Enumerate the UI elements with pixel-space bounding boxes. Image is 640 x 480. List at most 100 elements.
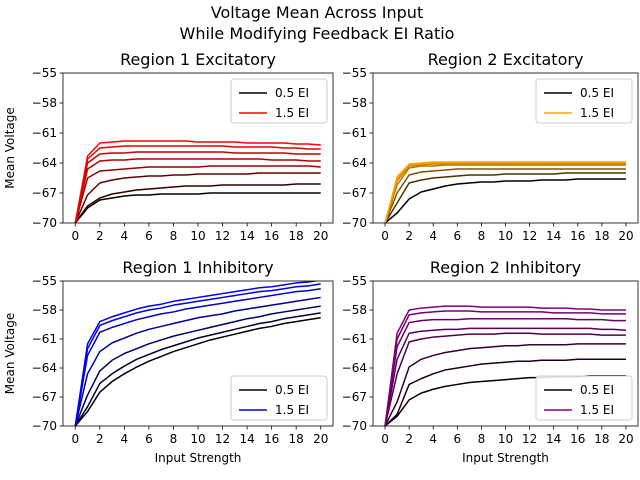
x-tick-label: 2: [405, 432, 413, 446]
series-line-ei-0.8: [384, 172, 626, 223]
x-tick-label: 14: [546, 229, 561, 243]
series-line-ei-0.9: [74, 172, 321, 223]
legend-label: 1.5 EI: [275, 106, 309, 120]
y-tick-label: −55: [32, 66, 57, 80]
y-tick-label: −61: [342, 126, 367, 140]
x-tick-label: 16: [264, 432, 279, 446]
x-tick-label: 6: [453, 432, 461, 446]
y-tick-label: −64: [342, 156, 367, 170]
y-tick-label: −70: [32, 216, 57, 230]
y-tick-label: −67: [32, 390, 57, 404]
x-tick-label: 2: [96, 432, 104, 446]
y-tick-label: −58: [342, 96, 367, 110]
panel-title: Region 2 Inhibitory: [430, 258, 581, 277]
x-tick-label: 12: [522, 229, 537, 243]
series-lines: [74, 140, 321, 223]
y-tick-label: −58: [32, 303, 57, 317]
panel-title: Region 1 Excitatory: [120, 50, 276, 69]
x-tick-label: 20: [313, 432, 328, 446]
x-tick-label: 0: [381, 229, 389, 243]
series-line-ei-0.7: [74, 183, 321, 223]
y-tick-label: −55: [342, 66, 367, 80]
x-tick-label: 10: [190, 432, 205, 446]
x-tick-label: 18: [289, 229, 304, 243]
x-tick-label: 6: [145, 432, 153, 446]
x-tick-label: 0: [381, 432, 389, 446]
x-tick-label: 8: [170, 229, 178, 243]
series-line-ei-1.4: [74, 283, 321, 426]
x-tick-label: 6: [453, 229, 461, 243]
panel-3: Region 1 Inhibitory 0 2 4 6 8 10 12 14 16 18 20 −70 −…: [3, 258, 334, 465]
series-line-ei-1.3: [384, 163, 626, 223]
legend: 0.5 EI 1.5 EI: [535, 375, 633, 421]
series-lines: [74, 281, 321, 426]
legend: 0.5 EI 1.5 EI: [535, 78, 633, 124]
series-line-ei-1.4: [384, 310, 626, 426]
y-tick-label: −55: [32, 274, 57, 288]
y-tick-label: −58: [32, 96, 57, 110]
y-tick-label: −61: [32, 332, 57, 346]
series-line-ei-0.9: [384, 343, 626, 426]
x-tick-label: 4: [121, 432, 129, 446]
y-tick-label: −67: [32, 186, 57, 200]
x-tick-label: 8: [170, 432, 178, 446]
y-axis-label: Mean Voltage: [3, 107, 17, 189]
x-tick-label: 12: [215, 229, 230, 243]
x-axis-label: Input Strength: [155, 451, 242, 465]
legend-label: 1.5 EI: [580, 403, 614, 417]
y-tick-label: −64: [32, 156, 57, 170]
legend: 0.5 EI 1.5 EI: [230, 375, 328, 421]
x-tick-label: 0: [71, 432, 79, 446]
series-line-ei-0.5: [74, 192, 321, 223]
x-tick-label: 16: [570, 432, 585, 446]
series-line-ei-1.5: [384, 305, 626, 426]
series-lines: [384, 305, 627, 426]
x-tick-label: 16: [264, 229, 279, 243]
series-line-ei-1: [384, 168, 626, 223]
series-line-ei-1.5: [74, 140, 321, 223]
x-tick-label: 8: [478, 432, 486, 446]
legend-box: [535, 375, 633, 421]
x-tick-label: 20: [618, 432, 633, 446]
series-line-ei-1.4: [74, 145, 321, 223]
x-tick-label: 20: [618, 229, 633, 243]
legend-box: [535, 78, 633, 124]
x-tick-label: 18: [594, 229, 609, 243]
series-line-ei-1.4: [384, 162, 626, 223]
x-tick-label: 4: [429, 432, 437, 446]
y-tick-label: −70: [342, 216, 367, 230]
legend-label: 0.5 EI: [580, 86, 614, 100]
y-tick-label: −64: [32, 361, 57, 375]
x-tick-label: 10: [498, 229, 513, 243]
series-line-ei-1.1: [74, 296, 321, 426]
x-tick-label: 2: [96, 229, 104, 243]
x-tick-label: 4: [121, 229, 129, 243]
x-tick-label: 14: [239, 229, 254, 243]
x-tick-label: 6: [145, 229, 153, 243]
y-axis-label: Mean Voltage: [3, 313, 17, 395]
x-tick-label: 14: [239, 432, 254, 446]
panel-title: Region 2 Excitatory: [428, 50, 584, 69]
series-line-ei-1.3: [74, 151, 321, 223]
series-line-ei-1.2: [384, 164, 626, 223]
x-axis-label: Input Strength: [462, 451, 549, 465]
x-tick-label: 8: [478, 229, 486, 243]
y-tick-label: −58: [342, 303, 367, 317]
x-tick-label: 12: [215, 432, 230, 446]
x-tick-label: 2: [405, 229, 413, 243]
series-line-ei-0.7: [74, 312, 321, 426]
x-tick-label: 20: [313, 229, 328, 243]
y-tick-label: −61: [32, 126, 57, 140]
figure-suptitle-line1: Voltage Mean Across Input: [211, 3, 423, 22]
x-tick-label: 4: [429, 229, 437, 243]
legend-box: [230, 78, 328, 124]
series-line-ei-0.9: [74, 305, 321, 426]
series-line-ei-1.5: [384, 161, 626, 223]
series-line-ei-0.5: [74, 316, 321, 426]
series-line-ei-1.1: [74, 165, 321, 223]
y-tick-label: −64: [342, 361, 367, 375]
legend-label: 0.5 EI: [580, 383, 614, 397]
legend-label: 0.5 EI: [275, 86, 309, 100]
y-tick-label: −55: [342, 274, 367, 288]
